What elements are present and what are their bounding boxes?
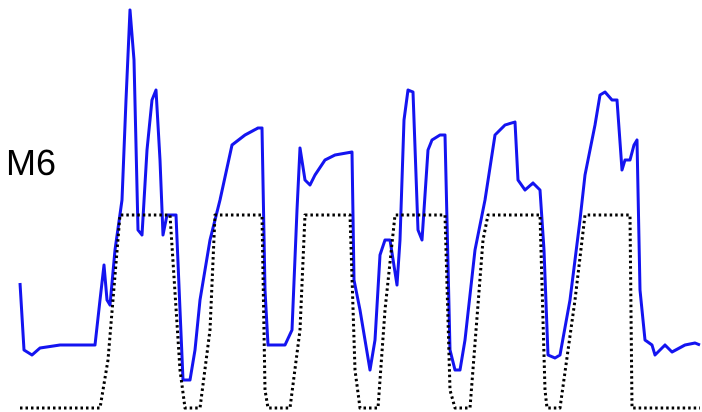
series-line xyxy=(18,8,701,382)
series-line xyxy=(20,213,700,410)
row-label: M6 xyxy=(6,142,56,183)
